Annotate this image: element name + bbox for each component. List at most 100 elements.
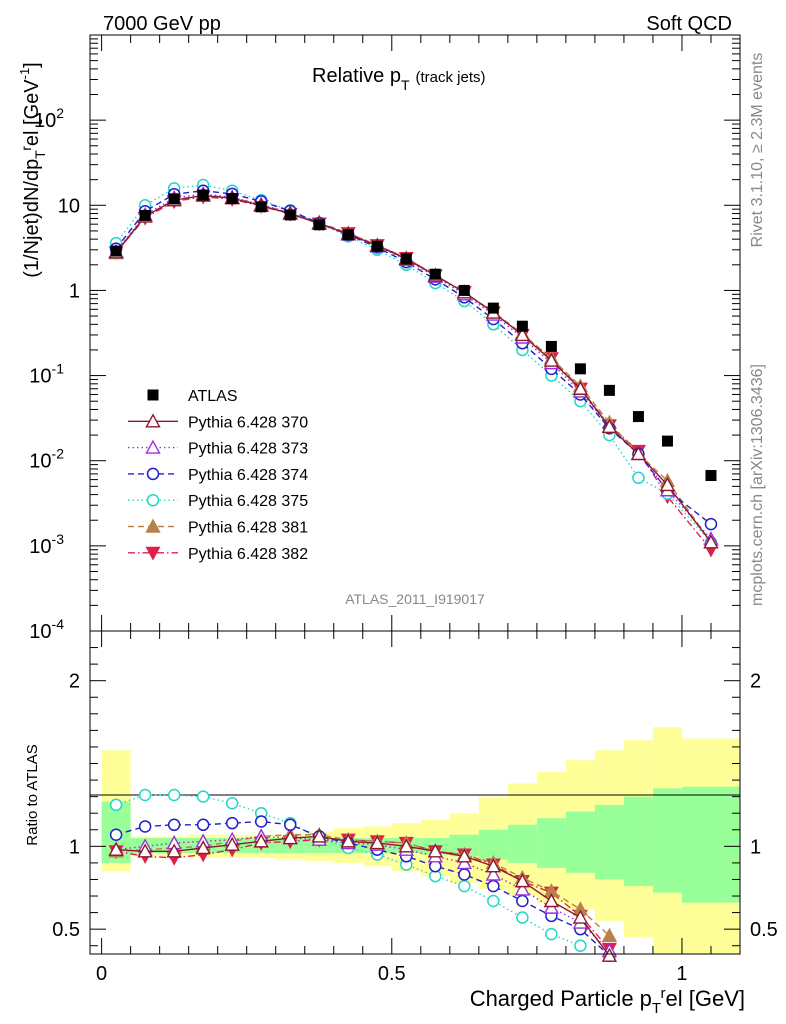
main-y-tick-exp: 2 <box>56 105 64 121</box>
main-y-tick-label: 1 <box>69 280 80 302</box>
ratio-ticks <box>90 630 741 954</box>
ratio-data-point <box>138 820 152 833</box>
ratio-y-tick-label: 0.5 <box>52 919 80 941</box>
legend-entry: Pythia 6.428 375 <box>128 493 308 510</box>
main-y-tick-label: 10-3 <box>29 531 64 558</box>
uncertainty-band-green <box>507 824 537 863</box>
ratio-data-point <box>109 798 123 812</box>
legend-entry: Pythia 6.428 373 <box>128 439 308 458</box>
data-point <box>110 245 122 257</box>
data-point <box>703 534 719 549</box>
ratio-data-point <box>109 828 123 841</box>
ratio-data-point <box>282 830 298 845</box>
legend-marker <box>147 389 159 401</box>
data-point <box>704 517 718 531</box>
ratio-frame <box>89 630 741 955</box>
series-line <box>115 194 712 543</box>
main-y-tick-base: 1 <box>69 280 80 302</box>
data-point <box>574 363 586 375</box>
legend-label: Pythia 6.428 382 <box>188 546 308 563</box>
main-ylabel-a: (1/Njet)dN/dp <box>21 159 43 278</box>
data-point <box>630 446 647 461</box>
xlabel-c: r <box>661 985 666 1002</box>
ratio-data-point <box>514 881 531 896</box>
legend: ATLAS Pythia 6.428 370 Pythia 6.428 373 Pyt… <box>128 388 308 563</box>
x-tick-label: 0 <box>96 963 107 985</box>
data-point <box>458 284 470 296</box>
data-point <box>139 209 151 221</box>
ratio-data-point <box>485 858 502 873</box>
main-ylabel-f: ] <box>21 62 43 68</box>
main-series <box>108 178 719 558</box>
main-y-tick-label: 10 <box>58 195 80 217</box>
ratio-data-point <box>253 833 269 848</box>
ratio-data-point <box>601 947 618 962</box>
main-y-tick-label: 10-2 <box>29 446 64 473</box>
data-point <box>197 189 209 201</box>
legend-entry: Pythia 6.428 370 <box>128 413 308 431</box>
main-ticks <box>90 35 741 632</box>
ratio-bands <box>101 727 740 954</box>
ratio-data-point <box>195 840 211 855</box>
legend-marker <box>145 439 161 454</box>
ratio-data-point <box>225 797 239 810</box>
series-pythia-6-428-373 <box>108 185 719 546</box>
ratio-data-point <box>167 818 181 832</box>
main-y-tick-base: 10 <box>29 536 51 558</box>
main-y-tick-base: 10 <box>29 621 51 643</box>
legend-label: ATLAS <box>188 388 238 405</box>
legend-entry: Pythia 6.428 381 <box>128 518 308 537</box>
legend-label: Pythia 6.428 370 <box>188 414 308 431</box>
main-title-small: (track jets) <box>416 69 486 86</box>
uncertainty-band-green <box>449 834 479 857</box>
main-title-main: Relative p <box>312 65 401 87</box>
ratio-data-point <box>456 848 473 863</box>
main-ylabel-d: el [GeV <box>21 79 43 146</box>
legend-entry: Pythia 6.428 374 <box>128 467 308 484</box>
ratio-y-tick-label: 1 <box>69 836 80 858</box>
ratio-data-point <box>137 843 153 858</box>
main-ylabel-e: -1 <box>17 68 32 80</box>
ratio-data-point <box>108 841 124 856</box>
data-point <box>543 352 560 367</box>
data-point <box>342 229 354 241</box>
data-point <box>516 320 528 332</box>
main-y-tick-label: 102 <box>34 105 64 132</box>
xlabel-a: Charged Particle p <box>470 986 652 1011</box>
ratio-data-point <box>487 894 500 908</box>
ratio-data-point <box>398 838 414 853</box>
ratio-y-tick-label: 2 <box>69 671 80 693</box>
legend-entry: Pythia 6.428 382 <box>128 546 308 563</box>
data-point <box>226 193 238 205</box>
x-tick-label: 0.5 <box>378 963 406 985</box>
ratio-series-pythia-6-428-370 <box>108 828 618 962</box>
ratio-data-point <box>458 879 471 893</box>
main-y-tick-base: 10 <box>58 195 80 217</box>
main-title: Relative pT (track jets) <box>312 65 486 93</box>
main-y-tick-base: 10 <box>34 110 56 132</box>
main-y-tick-exp: -4 <box>52 616 65 632</box>
ratio-data-point <box>196 790 210 803</box>
data-point <box>371 240 383 252</box>
ratio-data-point <box>225 816 239 830</box>
legend-marker <box>146 467 160 481</box>
analysis-watermark: ATLAS_2011_I919017 <box>345 591 485 607</box>
main-title-sub: T <box>401 77 410 93</box>
ratio-ylabel: Ratio to ATLAS <box>24 744 41 845</box>
data-point <box>313 219 325 231</box>
data-point <box>487 302 499 314</box>
main-y-tick-exp: -1 <box>52 361 65 377</box>
ratio-tick-labels: 0.5 0.5 1 1 2 2 0 0.5 1 <box>52 671 778 985</box>
ratio-data-point <box>167 788 181 802</box>
main-y-tick-base: 10 <box>29 451 51 473</box>
data-point <box>659 476 676 492</box>
series-line <box>115 190 712 525</box>
main-y-tick-label: 10-1 <box>29 361 64 388</box>
ratio-data-point <box>543 893 560 908</box>
data-point <box>601 418 618 434</box>
uncertainty-band-green <box>623 796 653 887</box>
series-atlas <box>110 189 717 482</box>
main-frame <box>89 34 741 632</box>
